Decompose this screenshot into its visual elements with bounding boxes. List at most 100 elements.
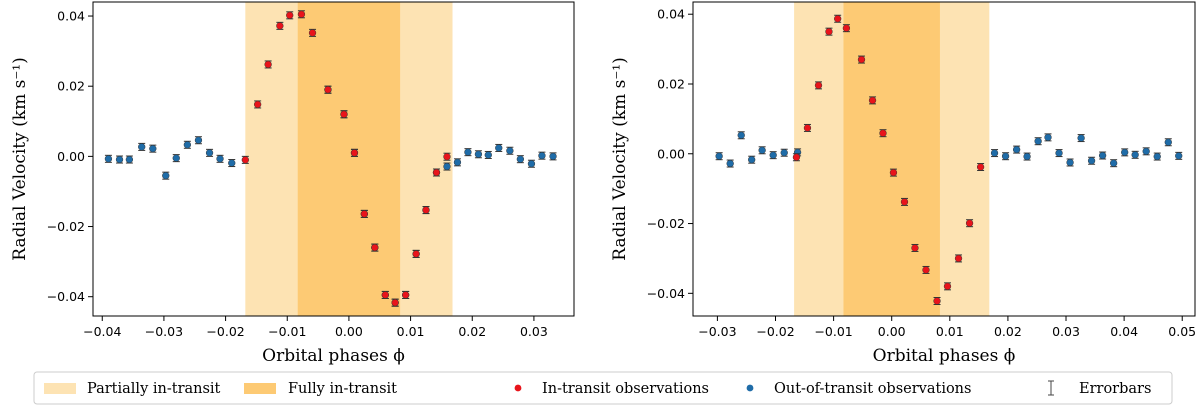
- data-point: [324, 86, 332, 94]
- data-point: [241, 156, 249, 164]
- data-point: [297, 10, 306, 18]
- x-tick-label: 0.04: [1110, 324, 1138, 339]
- x-tick-label: −0.01: [268, 324, 306, 339]
- y-tick-label: −0.04: [647, 286, 685, 301]
- data-point: [464, 148, 472, 156]
- x-tick-label: 0.05: [1168, 324, 1196, 339]
- data-point: [803, 124, 812, 132]
- data-point: [495, 144, 503, 152]
- data-point: [391, 299, 399, 307]
- data-point: [1066, 158, 1074, 167]
- legend-label: Fully in-transit: [288, 381, 397, 397]
- data-point: [758, 146, 766, 154]
- legend-label: Errorbars: [1079, 381, 1151, 397]
- x-axis-label: Orbital phases ϕ: [873, 346, 1016, 366]
- data-point: [748, 156, 756, 164]
- data-point: [254, 100, 262, 109]
- x-tick-label: −0.02: [206, 324, 244, 339]
- data-point: [402, 291, 410, 299]
- y-tick-label: 0.00: [657, 146, 685, 161]
- data-point: [922, 266, 930, 274]
- x-tick-label: −0.02: [756, 324, 794, 339]
- y-axis-label: Radial Velocity (km s⁻¹): [10, 57, 30, 260]
- data-point: [205, 149, 214, 157]
- data-point: [879, 129, 887, 137]
- legend-label: In-transit observations: [542, 381, 709, 397]
- data-point: [1153, 152, 1161, 161]
- data-point: [1023, 152, 1031, 161]
- data-point: [814, 81, 823, 90]
- x-tick-label: −0.01: [814, 324, 852, 339]
- data-point: [286, 11, 294, 19]
- data-point: [1034, 137, 1042, 145]
- legend-swatch: [44, 383, 76, 394]
- legend: Partially in-transit Fully in-transit In-t…: [33, 371, 1173, 405]
- data-point: [715, 152, 723, 160]
- data-point: [1142, 147, 1150, 155]
- legend-marker: [746, 384, 754, 392]
- data-point: [868, 96, 877, 105]
- data-point: [726, 159, 734, 168]
- data-point: [1012, 145, 1021, 154]
- data-point: [371, 243, 379, 252]
- x-tick-label: 0.02: [994, 324, 1022, 339]
- data-point: [769, 151, 777, 159]
- data-point: [527, 160, 536, 168]
- data-point: [162, 172, 170, 180]
- data-point: [737, 131, 745, 139]
- data-point: [900, 198, 909, 206]
- data-point: [125, 155, 134, 164]
- data-point: [842, 24, 851, 32]
- plot-frame: [692, 1, 1196, 317]
- data-point: [115, 155, 124, 164]
- x-tick-label: 0.01: [397, 324, 425, 339]
- data-point: [1077, 134, 1085, 142]
- data-point: [1087, 157, 1096, 165]
- data-point: [381, 291, 389, 299]
- data-point: [933, 297, 941, 305]
- data-point: [474, 150, 483, 158]
- y-tick-label: −0.04: [47, 289, 85, 304]
- data-point: [1131, 151, 1139, 159]
- data-point: [549, 152, 557, 161]
- data-point: [228, 159, 236, 167]
- data-point: [443, 153, 451, 161]
- data-point: [857, 55, 866, 64]
- data-point: [1110, 159, 1118, 167]
- right-panel: −0.03 −0.02 −0.01 0.00 0.01 0.02 0.03 0.04 0.05 −…: [610, 1, 1196, 366]
- data-point: [484, 151, 492, 159]
- data-point: [183, 141, 192, 149]
- legend-box: [33, 371, 1173, 405]
- data-point: [340, 110, 348, 118]
- x-tick-label: 0.00: [878, 324, 906, 339]
- full-transit-band: [843, 2, 940, 316]
- data-point: [360, 210, 368, 218]
- x-tick-label: −0.03: [145, 324, 183, 339]
- data-point: [264, 60, 272, 69]
- y-tick-label: 0.02: [657, 76, 685, 91]
- data-point: [1055, 149, 1063, 157]
- legend-label: Out-of-transit observations: [774, 381, 971, 397]
- data-point: [1098, 151, 1107, 160]
- y-tick-label: 0.00: [57, 149, 85, 164]
- data-point: [453, 158, 462, 166]
- data-point: [172, 154, 180, 162]
- data-point: [1001, 152, 1010, 160]
- data-point: [1044, 133, 1052, 142]
- data-point: [104, 155, 113, 163]
- data-point: [1121, 148, 1129, 157]
- data-point: [889, 168, 898, 177]
- data-point: [412, 250, 420, 258]
- data-point: [422, 206, 430, 214]
- x-tick-label: 0.02: [458, 324, 486, 339]
- plot-frame: [92, 1, 575, 317]
- x-tick-label: −0.03: [698, 324, 736, 339]
- data-point: [276, 22, 284, 30]
- data-point: [976, 163, 985, 171]
- data-point: [1175, 152, 1183, 160]
- legend-swatch: [244, 383, 276, 394]
- x-axis-label: Orbital phases ϕ: [262, 346, 405, 366]
- y-tick-label: 0.04: [57, 9, 85, 24]
- data-point: [516, 155, 524, 163]
